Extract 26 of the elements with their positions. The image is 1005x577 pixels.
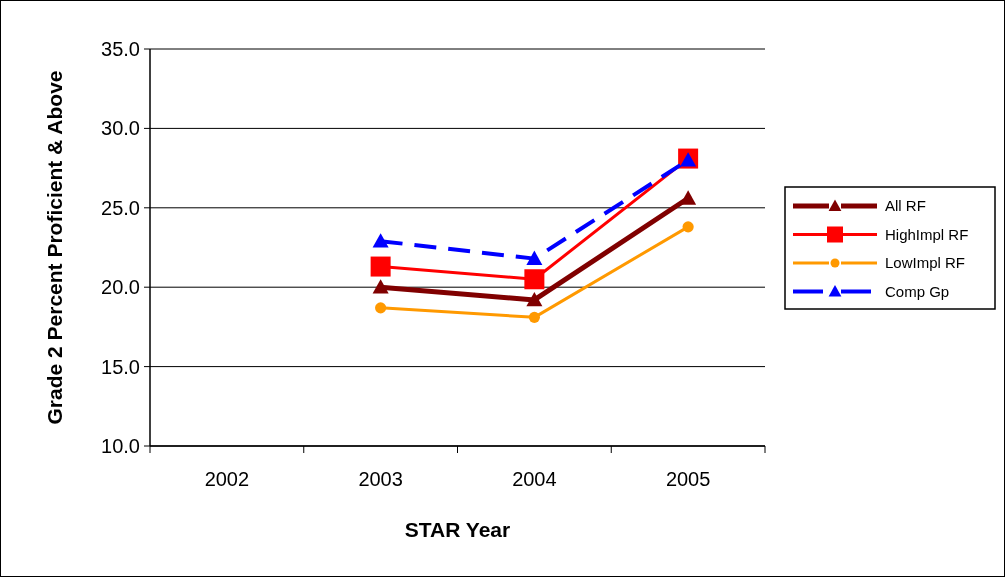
y-tick-label: 15.0 [101, 355, 140, 378]
point [528, 311, 540, 323]
point [372, 233, 389, 248]
y-tick-label: 35.0 [101, 38, 140, 60]
point [680, 190, 697, 205]
point [524, 269, 545, 290]
x-tick-label: 2002 [204, 468, 250, 490]
y-axis-title: Grade 2 Percent Proficient & Above [43, 70, 66, 425]
legend-label: LowImpl RF [885, 254, 966, 272]
point [682, 221, 694, 233]
y-tick-label: 25.0 [101, 196, 140, 219]
y-tick-label: 10.0 [101, 435, 140, 457]
point [375, 302, 387, 314]
point [370, 256, 391, 277]
y-tick-label: 30.0 [101, 117, 140, 140]
point [526, 291, 543, 307]
legend-label: Comp Gp [885, 282, 950, 300]
x-axis-title: STAR Year [404, 518, 511, 541]
legend-label: All RF [885, 197, 926, 215]
point [526, 250, 543, 266]
y-tick-label: 20.0 [101, 276, 140, 299]
legend-label: HighImpl RF [885, 225, 969, 243]
x-tick-label: 2004 [512, 468, 557, 490]
x-tick-label: 2005 [665, 468, 711, 490]
point [372, 279, 389, 294]
x-tick-label: 2003 [358, 468, 403, 490]
